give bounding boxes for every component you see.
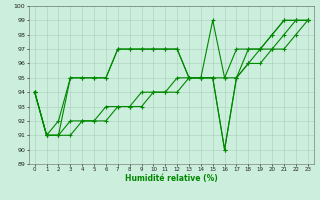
X-axis label: Humidité relative (%): Humidité relative (%) xyxy=(125,174,218,183)
